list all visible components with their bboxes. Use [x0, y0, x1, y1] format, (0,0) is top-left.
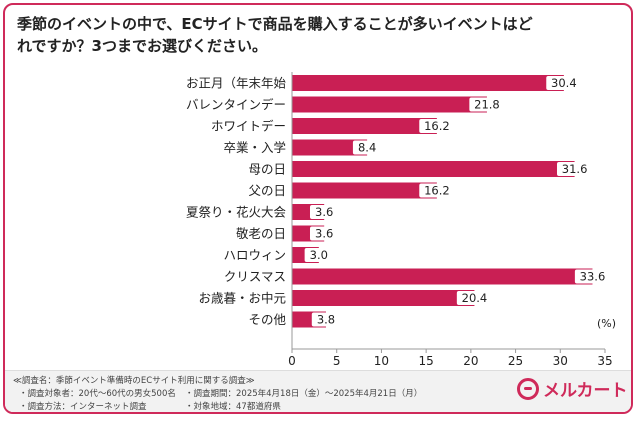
- value-label-bg: [574, 269, 611, 284]
- x-tick-label: 25: [508, 354, 523, 368]
- x-tick-label: 10: [374, 354, 389, 368]
- survey-footer: ≪調査名：季節イベント準備時のECサイト利用に関する調査≫ ・調査対象者：20代…: [5, 370, 631, 412]
- bar: [292, 96, 487, 113]
- mercart-logo-icon: [517, 377, 539, 400]
- value-label-bg: [304, 248, 334, 262]
- bar: [292, 161, 575, 177]
- x-tick-label: 30: [553, 354, 568, 368]
- bar: [292, 139, 368, 156]
- value-label-bg: [309, 205, 339, 219]
- bar: [292, 182, 437, 199]
- value-label: 16.2: [424, 184, 450, 198]
- category-label: 夏祭り・花火大会: [186, 205, 287, 220]
- survey-period: ・調査期間：2025年4月18日（金）～2025年4月21日（月）: [185, 389, 423, 399]
- chart-frame: 季節のイベントの中で、ECサイトで商品を購入することが多いイベントはど れですか…: [3, 3, 633, 414]
- value-label-bg: [309, 226, 339, 241]
- value-label-bg: [556, 162, 593, 176]
- category-label: 卒業・入学: [223, 140, 286, 155]
- value-label: 8.4: [358, 141, 376, 155]
- value-label: 3.6: [315, 227, 333, 241]
- unit-label: (%): [597, 317, 617, 330]
- category-label: お歳暮・お中元: [198, 291, 286, 306]
- value-label-bg: [456, 291, 493, 305]
- mercart-logo: メルカート: [517, 376, 628, 401]
- value-label: 20.4: [462, 291, 488, 305]
- category-label: お正月（年末年始: [186, 76, 287, 91]
- logo-text: メルカート: [543, 381, 628, 401]
- chart-title: 季節のイベントの中で、ECサイトで商品を購入することが多いイベントはど れですか…: [17, 15, 533, 55]
- bar-chart: お正月（年末年始 30.4 バレンタインデー 21.8 ホワイトデー 16.2 卒業・入学 8…: [186, 72, 613, 368]
- bar: [292, 75, 564, 91]
- category-label: ハロウィン: [223, 248, 286, 263]
- value-label-bg: [352, 140, 382, 155]
- value-label: 16.2: [424, 119, 450, 133]
- x-tick-label: 5: [333, 354, 341, 368]
- category-label: クリスマス: [224, 269, 286, 284]
- x-tick-label: 20: [463, 354, 478, 368]
- category-label: その他: [248, 312, 286, 327]
- survey-method: ・調査方法：インターネット調査: [19, 402, 147, 412]
- value-label: 31.6: [562, 162, 588, 176]
- value-label: 33.6: [580, 270, 606, 284]
- survey-region: ・対象地域：47都道府県: [185, 402, 281, 412]
- survey-target: ・調査対象者：20代～60代の男女500名: [19, 389, 176, 399]
- category-label: 父の日: [248, 183, 286, 198]
- value-label-bg: [311, 312, 341, 327]
- value-label-bg: [469, 97, 505, 112]
- value-label-bg: [419, 183, 455, 198]
- category-label: 母の日: [248, 162, 286, 177]
- value-label: 21.8: [474, 98, 500, 112]
- value-label: 3.8: [317, 313, 335, 327]
- value-label-bg: [546, 76, 582, 90]
- value-label-bg: [419, 119, 455, 133]
- x-tick-label: 35: [597, 354, 612, 368]
- value-label: 3.6: [315, 205, 333, 219]
- value-label: 3.0: [310, 248, 328, 262]
- bar: [292, 268, 593, 285]
- x-tick-label: 15: [419, 354, 434, 368]
- category-label: バレンタインデー: [186, 97, 286, 112]
- bar: [292, 290, 475, 306]
- survey-name: ≪調査名：季節イベント準備時のECサイト利用に関する調査≫: [13, 376, 255, 386]
- x-tick-label: 0: [288, 354, 296, 368]
- category-label: 敬老の日: [236, 226, 286, 241]
- value-label: 30.4: [551, 76, 577, 90]
- category-label: ホワイトデー: [211, 119, 286, 134]
- bar: [292, 118, 437, 134]
